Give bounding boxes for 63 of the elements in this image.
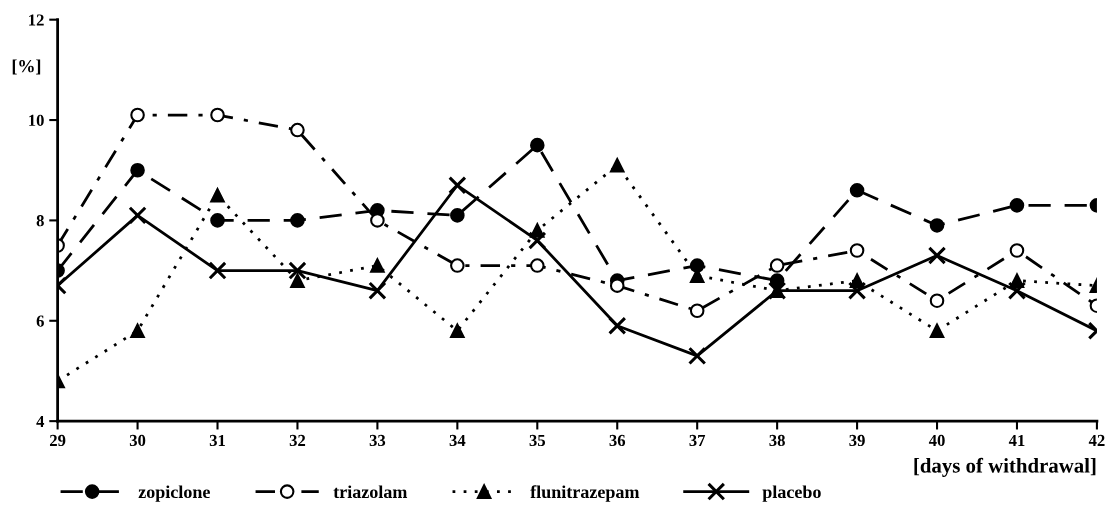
point: [130, 107, 145, 123]
point: [929, 293, 945, 308]
point: [1007, 281, 1027, 300]
point: [290, 273, 305, 288]
point: [450, 258, 465, 273]
x-tick-label: 36: [609, 434, 626, 447]
x-axis-title: [days of withdrawal]: [914, 457, 1096, 477]
x-tick-label: 32: [289, 434, 306, 447]
x-tick-label: 42: [1088, 434, 1105, 446]
point: [929, 218, 945, 233]
point: [1009, 198, 1025, 213]
point: [530, 258, 545, 273]
point: [689, 303, 705, 319]
x-tick-label: 29: [49, 434, 66, 447]
point: [530, 137, 545, 153]
x-tick-label: 33: [369, 434, 386, 447]
y-tick-label: 8: [36, 215, 44, 227]
x-tick-label: 41: [1008, 434, 1025, 446]
point: [368, 281, 387, 300]
legend-label: placebo: [762, 485, 821, 502]
point: [370, 258, 385, 273]
point: [929, 323, 945, 339]
point: [448, 176, 467, 195]
point: [608, 316, 627, 335]
point: [769, 258, 785, 273]
point: [847, 281, 867, 300]
point: [210, 188, 225, 203]
point: [450, 208, 465, 223]
x-tick-label: 34: [449, 434, 466, 447]
point: [130, 323, 145, 339]
x-tick-label: 40: [928, 434, 945, 447]
point: [128, 206, 147, 225]
point: [849, 243, 865, 258]
point: [609, 278, 625, 293]
x-tick-label: 30: [129, 434, 146, 447]
x-tick-label: 31: [209, 434, 225, 447]
point: [927, 246, 947, 265]
legend-label: zopiclone: [138, 485, 210, 502]
x-tick-label: 38: [769, 434, 785, 447]
point: [1009, 243, 1025, 258]
point: [688, 346, 707, 366]
legend-label: triazolam: [333, 485, 408, 499]
x-tick-label: 35: [529, 434, 546, 447]
y-axis-title: [%]: [12, 59, 41, 75]
x-tick-label: 39: [849, 434, 865, 447]
point: [450, 323, 465, 339]
point: [208, 261, 227, 280]
point: [210, 213, 225, 228]
point: [130, 162, 145, 178]
y-tick-label: 4: [36, 415, 45, 427]
y-tick-label: 10: [29, 114, 44, 126]
point: [290, 122, 305, 138]
y-tick-label: 6: [36, 315, 44, 327]
x-tick-label: 37: [689, 434, 706, 447]
point: [210, 107, 225, 123]
legend-label: flunitrazepam: [530, 485, 640, 502]
point: [288, 261, 307, 280]
point: [290, 213, 305, 228]
point: [849, 183, 865, 198]
point: [609, 157, 625, 173]
point: [528, 231, 547, 250]
y-tick-label: 12: [29, 14, 44, 26]
point: [370, 213, 385, 228]
